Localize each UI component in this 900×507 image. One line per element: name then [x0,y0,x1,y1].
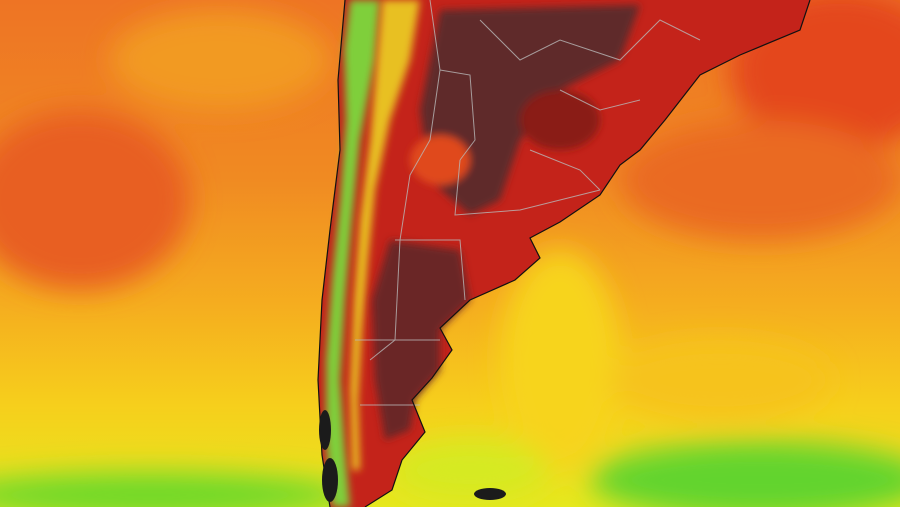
cool-patch [110,10,330,110]
cold-patch [390,440,550,500]
hot-patch [520,90,600,150]
andes-highlands [350,0,420,470]
cold-patch [590,442,900,507]
border-line [559,89,641,111]
island [319,410,331,450]
cold-patch [0,473,350,507]
warm-patch [620,120,900,240]
border-line [454,159,601,216]
islands [319,410,506,502]
island [474,488,506,500]
border-line [479,19,701,61]
border-line [439,69,476,161]
cool-patch [500,250,620,470]
cool-patch [610,340,830,420]
borders [355,0,701,406]
warm-spot [410,135,470,185]
island [322,458,338,502]
coastline [364,0,811,507]
border-line [395,239,466,301]
andes-strip [326,0,380,507]
warm-patch [0,110,190,290]
border-line [529,149,601,191]
